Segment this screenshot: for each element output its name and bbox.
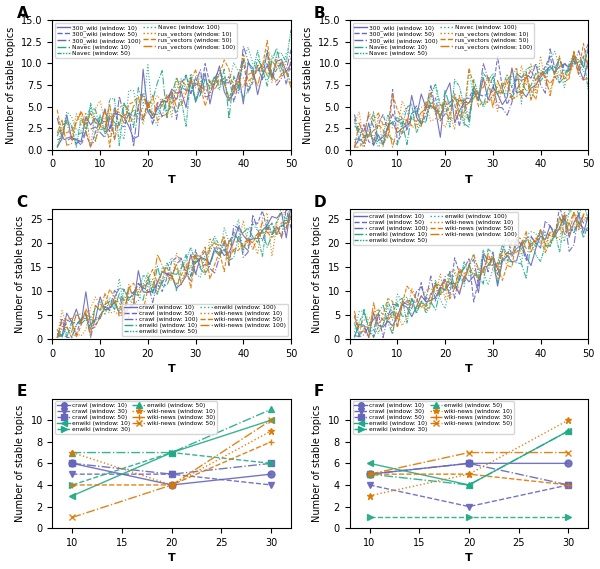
Legend: 300_wiki (window: 10), 300_wiki (window: 50), 300_wiki (window: 100), Navec (win: 300_wiki (window: 10), 300_wiki (window:…	[353, 23, 534, 57]
Legend: 300_wiki (window: 10), 300_wiki (window: 50), 300_wiki (window: 100), Navec (win: 300_wiki (window: 10), 300_wiki (window:…	[55, 23, 236, 57]
X-axis label: T: T	[465, 554, 473, 563]
Y-axis label: Number of stable topics: Number of stable topics	[5, 26, 16, 143]
Legend: crawl (window: 10), crawl (window: 50), crawl (window: 100), enwiki (window: 10): crawl (window: 10), crawl (window: 50), …	[122, 304, 288, 336]
Legend: crawl (window: 10), crawl (window: 30), crawl (window: 50), enwiki (window: 10),: crawl (window: 10), crawl (window: 30), …	[353, 402, 514, 434]
Text: A: A	[17, 6, 28, 20]
Y-axis label: Number of stable topics: Number of stable topics	[15, 405, 25, 522]
Y-axis label: Number of stable topics: Number of stable topics	[14, 216, 25, 333]
Text: D: D	[314, 195, 326, 210]
Y-axis label: Number of stable topics: Number of stable topics	[312, 216, 322, 333]
Text: C: C	[17, 195, 28, 210]
X-axis label: T: T	[168, 364, 176, 374]
Y-axis label: Number of stable topics: Number of stable topics	[303, 26, 313, 143]
X-axis label: T: T	[465, 364, 473, 374]
X-axis label: T: T	[465, 175, 473, 185]
Legend: crawl (window: 10), crawl (window: 30), crawl (window: 50), enwiki (window: 10),: crawl (window: 10), crawl (window: 30), …	[55, 402, 217, 434]
X-axis label: T: T	[168, 554, 176, 563]
Text: E: E	[17, 384, 27, 399]
Text: B: B	[314, 6, 326, 20]
Y-axis label: Number of stable topics: Number of stable topics	[312, 405, 322, 522]
Legend: crawl (window: 10), crawl (window: 50), crawl (window: 100), enwiki (window: 10): crawl (window: 10), crawl (window: 50), …	[353, 212, 518, 245]
Text: F: F	[314, 384, 324, 399]
X-axis label: T: T	[168, 175, 176, 185]
